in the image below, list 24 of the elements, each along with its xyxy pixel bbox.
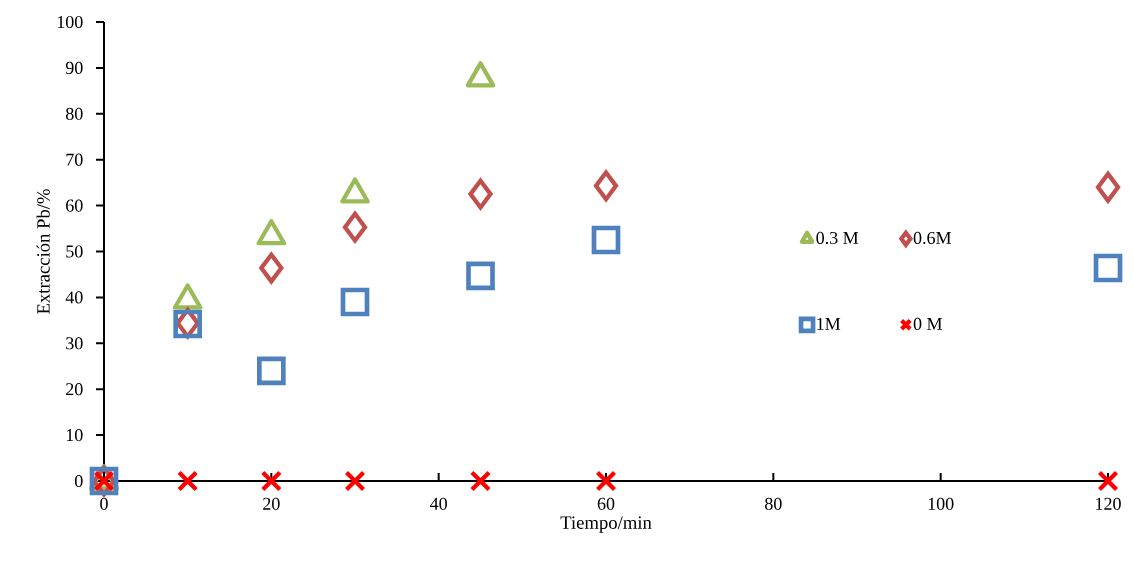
y-tick-label: 90 <box>65 61 83 74</box>
y-tick-label: 30 <box>66 337 83 350</box>
y-tick-label: 80 <box>65 107 83 120</box>
x-axis-title: Tiempo/min <box>560 516 652 533</box>
legend-label: 1M <box>817 317 841 330</box>
legend-label: 0.3 M <box>816 231 859 245</box>
x-tick-label: 0 <box>100 497 108 510</box>
x-tick-label: 20 <box>263 497 280 510</box>
y-tick-label: 100 <box>57 15 83 29</box>
x-tick-label: 40 <box>430 497 447 510</box>
x-tick-label: 80 <box>765 497 782 510</box>
y-tick-label: 60 <box>66 199 83 212</box>
y-tick-label: 0 <box>74 474 83 488</box>
y-tick-label: 50 <box>66 245 83 258</box>
legend-label: 0 M <box>913 317 943 330</box>
y-tick-label: 20 <box>66 383 83 396</box>
x-tick-label: 60 <box>597 497 615 510</box>
x-tick-label: 100 <box>928 497 954 510</box>
y-tick-label: 70 <box>66 153 83 166</box>
y-axis-title: Extracción Pb/% <box>36 189 50 314</box>
x-tick-label: 120 <box>1096 497 1121 510</box>
y-tick-label: 10 <box>66 429 83 442</box>
y-tick-label: 40 <box>65 291 83 304</box>
legend-label: 0.6M <box>913 231 952 245</box>
